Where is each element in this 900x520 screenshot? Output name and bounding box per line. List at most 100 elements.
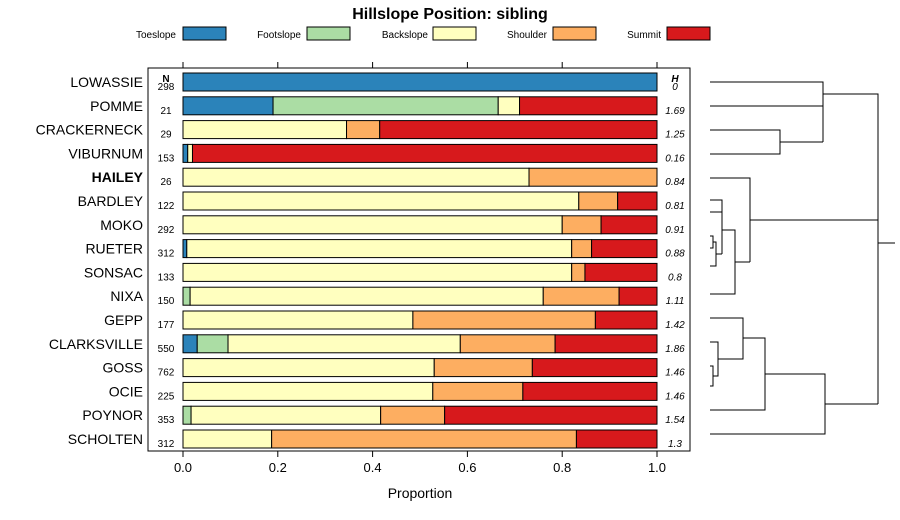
bar-segment-summit	[522, 381, 658, 401]
bar-segment-backslope	[182, 310, 414, 330]
row-n-value: 177	[158, 320, 175, 331]
bar-segment-backslope	[182, 381, 434, 401]
row-h-value: 0.8	[668, 272, 682, 283]
row-h-value: 0	[672, 82, 678, 93]
row-h-value: 1.25	[665, 130, 685, 141]
bar-segment-summit	[519, 96, 658, 116]
bar-segment-backslope	[189, 286, 544, 306]
bar-segment-backslope	[182, 191, 580, 211]
row-n-value: 29	[160, 130, 172, 141]
row-label: CLARKSVILLE	[49, 336, 143, 352]
row-label: RUETER	[85, 241, 143, 257]
row-label: POYNOR	[82, 407, 143, 423]
legend-swatch-backslope	[432, 26, 477, 41]
bar-segment-backslope	[182, 120, 348, 140]
bar-segment-summit	[617, 191, 658, 211]
bar-segment-summit	[575, 429, 658, 449]
row-label: CRACKERNECK	[36, 122, 144, 138]
bar-segment-toeslope	[182, 239, 188, 259]
bar-row-moko: MOKO 292 0.91	[100, 215, 685, 236]
row-h-value: 1.11	[666, 296, 685, 307]
legend: Toeslope Footslope Backslope Shoulder Summit	[136, 26, 711, 41]
bar-segment-shoulder	[380, 405, 446, 425]
bar-segment-summit	[594, 310, 658, 330]
row-n-value: 26	[160, 177, 172, 188]
row-n-value: 762	[158, 368, 175, 379]
bar-segment-shoulder	[271, 429, 577, 449]
row-n-value: 153	[158, 153, 175, 164]
row-n-value: 298	[158, 82, 175, 93]
legend-swatch-summit	[666, 26, 711, 41]
bar-segment-summit	[191, 143, 658, 163]
bar-segment-footslope	[196, 334, 229, 354]
legend-label-shoulder: Shoulder	[507, 30, 548, 41]
row-n-value: 225	[158, 391, 175, 402]
row-h-value: 0.84	[665, 177, 685, 188]
row-label: LOWASSIE	[70, 74, 143, 90]
legend-swatch-shoulder	[552, 26, 597, 41]
bar-segment-backslope	[497, 96, 521, 116]
row-n-value: 292	[158, 225, 175, 236]
row-h-value: 0.16	[665, 153, 685, 164]
row-label: VIBURNUM	[68, 145, 143, 161]
bar-row-bardley: BARDLEY 122 0.81	[78, 191, 685, 212]
row-label: NIXA	[110, 288, 143, 304]
legend-label-backslope: Backslope	[382, 30, 429, 41]
bar-segment-summit	[591, 239, 658, 259]
row-h-value: 1.46	[665, 391, 685, 402]
bar-segment-backslope	[190, 405, 382, 425]
bar-segment-backslope	[182, 167, 530, 187]
bar-segment-shoulder	[578, 191, 619, 211]
bar-segment-footslope	[272, 96, 499, 116]
bar-segment-toeslope	[182, 334, 198, 354]
legend-swatch-toeslope	[182, 26, 227, 41]
bar-segment-footslope	[182, 405, 192, 425]
bar-segment-shoulder	[432, 381, 524, 401]
row-n-value: 21	[160, 106, 172, 117]
bar-row-poynor: POYNOR 353 1.54	[82, 405, 685, 426]
bar-segment-shoulder	[571, 262, 586, 282]
row-h-value: 1.69	[665, 106, 685, 117]
bar-segment-backslope	[186, 239, 573, 259]
bar-row-ocie: OCIE 225 1.46	[109, 381, 685, 402]
x-tick-label: 0.0	[174, 460, 192, 475]
x-tick-label: 0.6	[458, 460, 476, 475]
bar-segment-footslope	[182, 286, 191, 306]
row-h-value: 1.46	[665, 368, 685, 379]
bar-row-clarksville: CLARKSVILLE 550 1.86	[49, 334, 685, 355]
bar-segment-shoulder	[433, 358, 533, 378]
x-tick-label: 0.8	[553, 460, 571, 475]
bar-segment-shoulder	[346, 120, 381, 140]
x-tick-label: 0.4	[364, 460, 382, 475]
row-h-value: 1.86	[665, 344, 685, 355]
top-axis-ticks	[182, 62, 658, 68]
bar-row-rueter: RUETER 312 0.88	[85, 239, 685, 260]
bar-segment-summit	[584, 262, 658, 282]
bar-segment-shoulder	[412, 310, 596, 330]
bar-segment-toeslope	[182, 72, 658, 92]
row-label: POMME	[90, 98, 143, 114]
row-label: OCIE	[109, 383, 143, 399]
bar-row-pomme: POMME 21 1.69	[90, 96, 685, 117]
bar-row-scholten: SCHOLTEN 312 1.3	[68, 429, 682, 450]
n-column-header: N	[162, 74, 169, 85]
row-label: HAILEY	[92, 169, 144, 185]
row-label: MOKO	[100, 217, 143, 233]
row-h-value: 0.88	[665, 249, 685, 260]
row-h-value: 0.81	[665, 201, 684, 212]
bar-segment-shoulder	[542, 286, 620, 306]
row-label: BARDLEY	[78, 193, 144, 209]
x-axis: 0.0 0.2 0.4 0.6 0.8 1.0	[174, 451, 666, 475]
row-n-value: 353	[158, 415, 175, 426]
row-h-value: 0.91	[665, 225, 684, 236]
bar-row-crackerneck: CRACKERNECK 29 1.25	[36, 120, 685, 141]
bar-segment-shoulder	[459, 334, 556, 354]
row-label: SCHOLTEN	[68, 431, 143, 447]
row-n-value: 550	[158, 344, 175, 355]
bar-segment-backslope	[182, 358, 435, 378]
row-h-value: 1.42	[665, 320, 685, 331]
bar-rows: LOWASSIE 298 0 POMME 21 1.69 CRACKERNECK 29 1.25…	[36, 72, 685, 450]
bar-segment-summit	[531, 358, 658, 378]
x-tick-label: 1.0	[648, 460, 666, 475]
